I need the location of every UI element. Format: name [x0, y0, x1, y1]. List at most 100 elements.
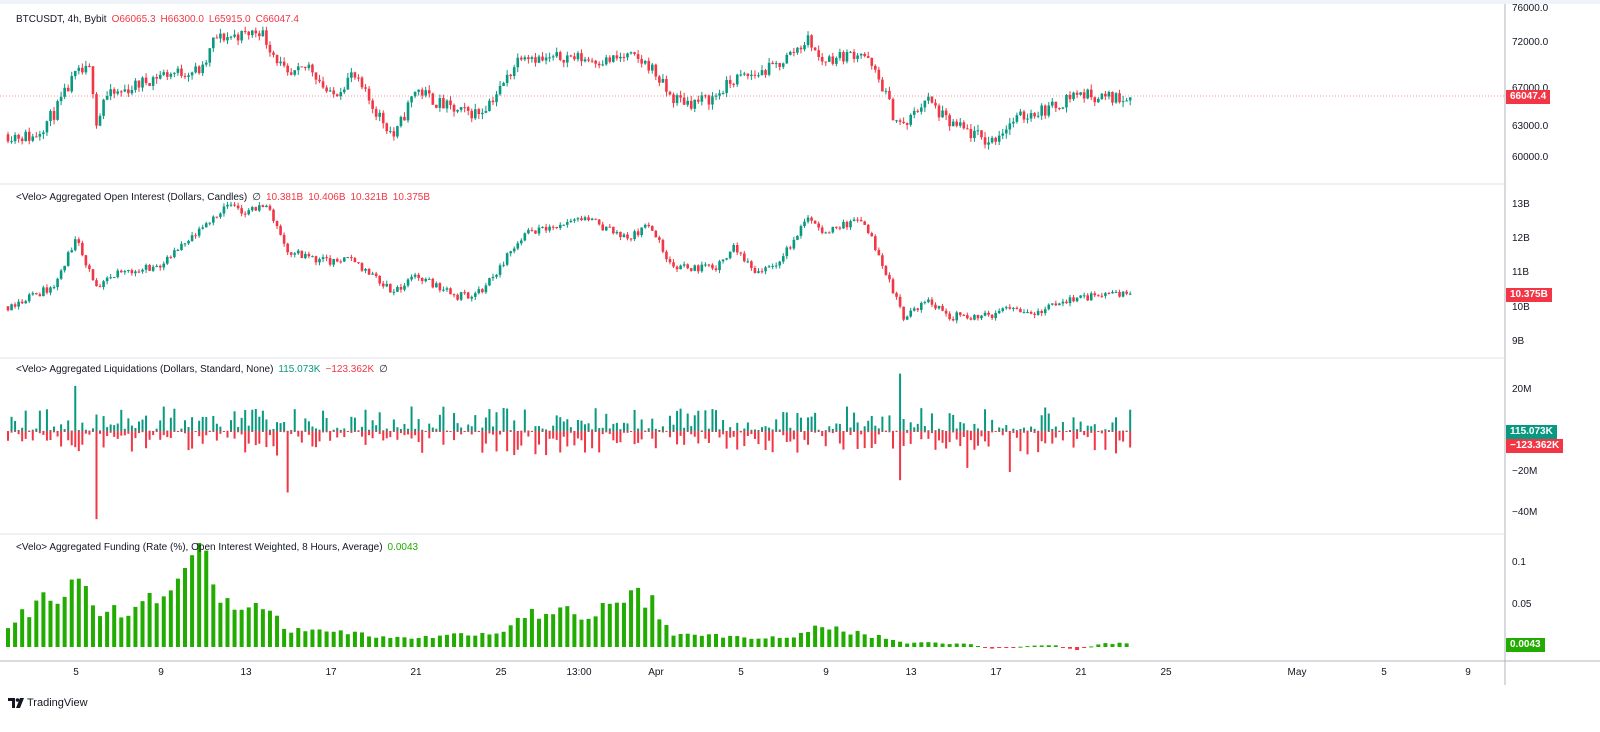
- liq-short-bar: [828, 431, 831, 433]
- liq-short-bar: [70, 431, 73, 446]
- oi-candle: [466, 292, 470, 299]
- price-candle: [856, 55, 859, 59]
- oi-candle: [148, 264, 151, 271]
- price-candle: [59, 96, 63, 102]
- liq-long-bar: [392, 419, 395, 431]
- price-candle: [374, 108, 378, 117]
- oi-candle: [516, 243, 520, 249]
- liq-long-bar: [304, 418, 307, 431]
- funding-bar: [947, 644, 952, 647]
- liq-short-bar: [633, 431, 636, 445]
- oi-candle: [891, 279, 895, 294]
- oi-candle: [927, 299, 930, 303]
- liq-short-bar: [403, 431, 406, 436]
- oi-candle: [31, 293, 35, 295]
- oi-candle: [477, 289, 481, 294]
- liq-short-bar: [906, 431, 909, 433]
- oi-candle: [420, 277, 424, 282]
- price-candle: [56, 101, 59, 120]
- funding-bar: [452, 633, 457, 647]
- oi-candle: [771, 265, 774, 267]
- oi-candle: [406, 279, 410, 286]
- oi-candle: [1125, 291, 1128, 294]
- liq-short-bar: [424, 431, 427, 432]
- liq-short-bar: [941, 431, 944, 443]
- oi-candle: [962, 314, 966, 316]
- price-candle: [265, 30, 268, 45]
- price-candle: [279, 61, 282, 64]
- liq-long-bar: [318, 429, 321, 431]
- liq-short-bar: [84, 431, 87, 434]
- price-candle: [987, 142, 990, 145]
- liq-long-bar: [314, 428, 317, 431]
- liq-long-bar: [45, 409, 48, 431]
- liq-short-bar: [268, 431, 271, 436]
- liq-short-bar: [99, 431, 102, 434]
- funding-bar: [282, 628, 287, 647]
- funding-bar: [154, 603, 159, 647]
- funding-bar: [862, 634, 867, 647]
- liq-short-bar: [1100, 431, 1103, 434]
- liq-short-bar: [254, 431, 257, 446]
- oi-candle: [1019, 309, 1022, 313]
- funding-bar: [558, 607, 563, 647]
- oi-candle: [240, 208, 243, 214]
- liq-short-bar: [368, 431, 371, 436]
- liq-long-bar: [509, 430, 512, 432]
- oi-candle: [877, 249, 881, 256]
- liq-long-bar: [1111, 422, 1114, 431]
- funding-bar: [83, 586, 88, 647]
- oi-candle: [431, 278, 435, 288]
- liq-short-bar: [28, 431, 31, 432]
- liq-short-bar: [449, 431, 452, 432]
- price-candle: [707, 95, 711, 105]
- liq-long-bar: [10, 416, 13, 431]
- price-candle: [916, 110, 920, 112]
- price-candle: [541, 56, 544, 61]
- liq-long-bar: [155, 428, 158, 431]
- price-candle: [753, 74, 757, 76]
- oi-candle: [934, 304, 937, 309]
- oi-candle: [473, 293, 477, 297]
- liq-short-bar: [856, 431, 859, 449]
- liq-short-bar: [573, 431, 576, 446]
- funding-bar: [90, 605, 95, 647]
- liq-short-bar: [474, 431, 477, 432]
- funding-bar: [473, 635, 478, 647]
- liq-long-bar: [403, 423, 406, 431]
- liq-long-bar: [736, 422, 739, 431]
- oi-candle: [258, 205, 261, 211]
- price-candle: [343, 89, 346, 93]
- price-candle: [912, 110, 916, 115]
- price-candle: [1072, 92, 1075, 100]
- funding-bar: [253, 602, 258, 647]
- time-tick: 9: [1465, 667, 1471, 678]
- price-tick: 76000.0: [1512, 3, 1549, 14]
- liq-long-bar: [874, 425, 877, 431]
- price-candle: [406, 102, 410, 121]
- liq-short-bar: [329, 431, 332, 441]
- funding-bar: [1018, 646, 1023, 648]
- oi-candle: [958, 312, 962, 315]
- liq-short-bar: [1072, 431, 1075, 448]
- funding-bar: [1011, 647, 1016, 648]
- liq-long-bar: [984, 409, 987, 431]
- price-candle: [562, 59, 566, 63]
- price-candle: [778, 63, 782, 67]
- liq-short-bar: [435, 431, 438, 432]
- liq-short-bar: [1037, 431, 1040, 453]
- funding-bar: [246, 607, 251, 647]
- liq-short-bar: [35, 431, 38, 432]
- price-candle: [990, 137, 994, 143]
- liq-short-bar: [1026, 431, 1029, 455]
- price-candle: [636, 54, 640, 59]
- price-tick: 72000.0: [1512, 37, 1549, 48]
- price-candle: [427, 90, 431, 94]
- liq-long-bar: [247, 425, 250, 431]
- oi-candle: [339, 261, 343, 263]
- tradingview-logo[interactable]: TradingView: [8, 697, 88, 709]
- price-candle: [1065, 94, 1068, 108]
- liq-short-bar: [877, 431, 880, 435]
- funding-bar: [749, 638, 754, 647]
